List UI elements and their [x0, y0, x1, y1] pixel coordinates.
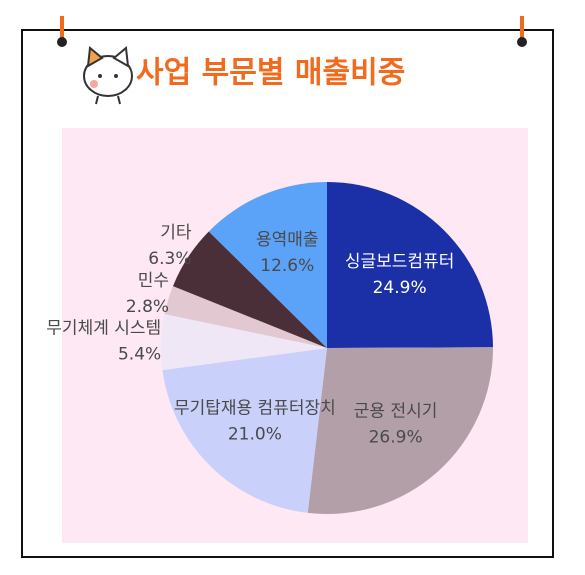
slice-label: 군용 전시기	[354, 402, 438, 422]
value-label: 2.8%	[126, 297, 169, 317]
value-label: 5.4%	[118, 344, 161, 364]
pie-slice	[327, 182, 493, 348]
slice-label: 민수	[138, 271, 169, 291]
slice-label: 싱글보드컴퓨터	[345, 252, 454, 272]
value-label: 12.6%	[260, 256, 314, 276]
pie-slice	[160, 314, 327, 371]
pie-slice	[164, 286, 327, 348]
pie-slice	[172, 231, 327, 348]
pie-slice	[162, 348, 327, 513]
chart-title: 사업 부문별 매출비중	[136, 56, 405, 91]
slice-label: 용역매출	[256, 230, 319, 250]
value-label: 26.9%	[369, 428, 423, 448]
pie-slice	[208, 182, 327, 348]
slice-label: 기타	[160, 223, 192, 243]
value-label: 21.0%	[228, 424, 282, 444]
slice-label: 무기탑재용 컴퓨터장치	[174, 398, 336, 418]
value-label: 6.3%	[148, 249, 191, 269]
value-label: 24.9%	[373, 278, 427, 298]
pie-slice	[307, 347, 493, 514]
slice-label: 무기체계 시스템	[46, 318, 161, 338]
cat-icon	[83, 46, 133, 105]
pin	[57, 16, 527, 47]
